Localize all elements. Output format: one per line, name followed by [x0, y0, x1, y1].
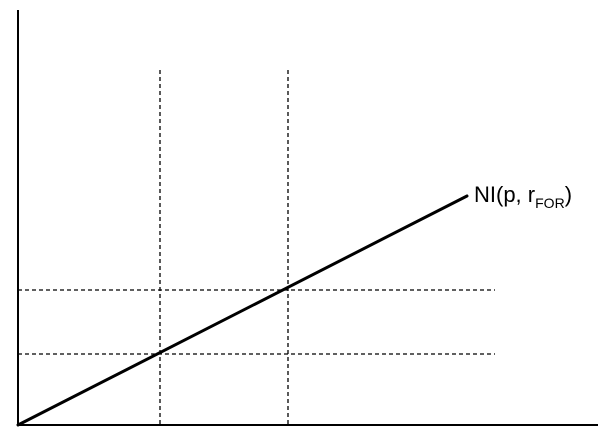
- ni-curve-label: NI(p, rFOR): [474, 182, 572, 211]
- ni-curve-label-main: NI(p, r: [474, 182, 535, 207]
- ni-curve: [16, 194, 469, 427]
- ni-curve-label-subscript: FOR: [535, 195, 565, 211]
- ni-curve-label-close: ): [565, 182, 572, 207]
